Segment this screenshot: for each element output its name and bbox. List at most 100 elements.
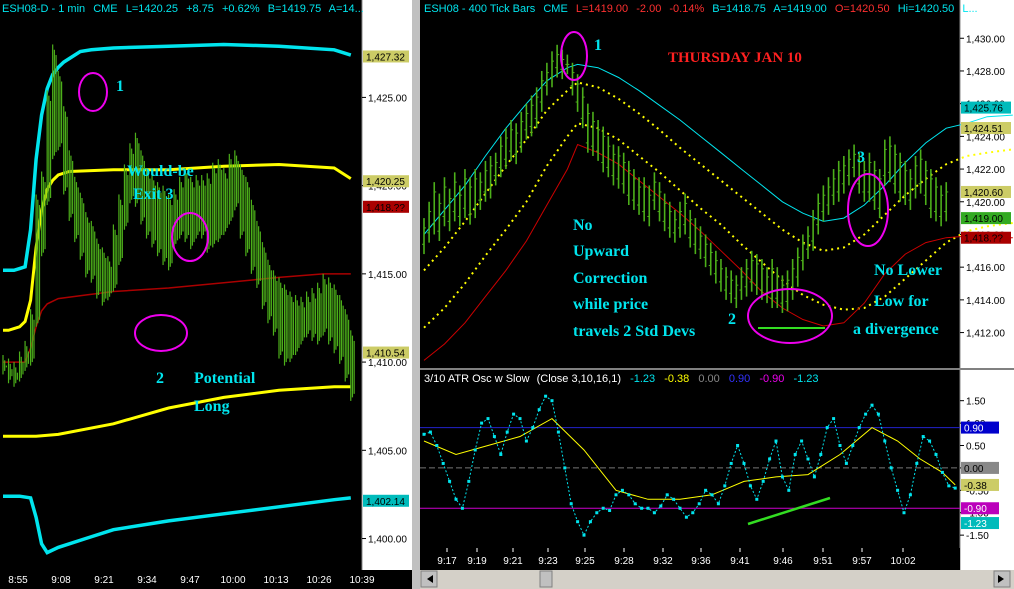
left-lower-band	[3, 494, 351, 555]
right-time-label: 9:17	[437, 556, 457, 567]
left-long: Long	[194, 398, 230, 415]
left-circle-2	[134, 314, 188, 352]
osc-point	[908, 493, 912, 497]
osc-tick-label: 0.50	[966, 442, 986, 453]
osc-point	[512, 412, 516, 416]
right-header-high: Hi=1420.50	[898, 3, 955, 15]
osc-point	[947, 484, 951, 488]
right-time-ticks: 9:17 9:19 9:21 9:23 9:25 9:28 9:32 9:36 9:41 9:46…	[437, 548, 916, 567]
oscillator-header: 3/10 ATR Osc w Slow (Close 3,10,16,1) -1…	[424, 373, 819, 385]
left-time-label: 9:34	[137, 575, 157, 586]
right-divergence: a divergence	[853, 321, 939, 338]
osc-v4: 0.90	[729, 373, 750, 385]
osc-point	[953, 486, 957, 490]
right-circle-1	[560, 31, 588, 81]
left-price-labels: 1,427.32 1,420.25 1,418.?? 1,410.54 1,402.14	[363, 50, 409, 508]
pane-divider	[420, 368, 1014, 370]
osc-point	[921, 435, 925, 439]
right-header-bid: B=1418.75	[712, 3, 766, 15]
right-tick-label: 1,414.00	[966, 296, 1005, 307]
osc-point	[723, 484, 727, 488]
right-tick-label: 1,424.00	[966, 132, 1005, 143]
right-label-2: 2	[728, 311, 736, 328]
osc-point	[755, 497, 759, 501]
right-price-badge-text: 1,425.76	[964, 104, 1003, 115]
left-header-change: +8.75	[186, 3, 214, 15]
osc-point	[806, 457, 810, 461]
osc-point	[787, 488, 791, 492]
right-price-bars	[422, 44, 949, 313]
osc-value-badge	[961, 478, 999, 491]
osc-point	[672, 497, 676, 501]
osc-point	[524, 439, 528, 443]
osc-point	[857, 426, 861, 430]
right-circle-3	[847, 173, 889, 247]
right-tick-label: 1,428.00	[966, 67, 1005, 78]
scroll-left-arrow-icon	[427, 575, 433, 583]
right-tick-label: 1,422.00	[966, 165, 1005, 176]
left-price-badge	[363, 50, 409, 63]
left-potential: Potential	[194, 370, 256, 387]
right-upward: Upward	[573, 243, 629, 260]
osc-point	[793, 452, 797, 456]
right-circle-2	[747, 288, 833, 344]
osc-point	[748, 484, 752, 488]
left-price-badge	[363, 346, 409, 359]
right-time-label: 9:28	[614, 556, 634, 567]
right-label-1: 1	[594, 37, 602, 54]
osc-v3: 0.00	[698, 373, 719, 385]
right-price-badge	[961, 122, 1011, 135]
right-header-last: L=1419.00	[576, 3, 628, 15]
osc-point	[864, 412, 868, 416]
right-day-label: THURSDAY JAN 10	[668, 50, 802, 66]
right-price-badge-text: 1,424.51	[964, 124, 1003, 135]
osc-point	[633, 502, 637, 506]
osc-point	[454, 497, 458, 501]
left-tick-label: 1,405.00	[368, 446, 407, 457]
osc-v1: -1.23	[630, 373, 655, 385]
right-price-badge	[961, 231, 1011, 244]
osc-point	[460, 506, 464, 510]
osc-point	[486, 417, 490, 421]
osc-point	[697, 502, 701, 506]
left-header-bid: B=1419.75	[268, 3, 322, 15]
left-time-label: 10:26	[306, 575, 331, 586]
osc-point	[691, 511, 695, 515]
osc-point	[576, 520, 580, 524]
left-time-label: 9:47	[180, 575, 200, 586]
left-price-axis	[362, 0, 412, 570]
left-tick-label: 1,415.00	[368, 270, 407, 281]
right-time-label: 10:02	[890, 556, 915, 567]
right-header-more: L...	[962, 3, 977, 15]
osc-point	[761, 479, 765, 483]
right-price-axis	[960, 0, 1014, 570]
osc-point	[665, 493, 669, 497]
osc-point	[819, 452, 823, 456]
right-time-label: 9:32	[653, 556, 673, 567]
scrollbar-track[interactable]	[420, 570, 1014, 589]
osc-point	[915, 461, 919, 465]
osc-point	[825, 426, 829, 430]
left-circle-exit	[171, 212, 209, 262]
right-header-pct: -0.14%	[669, 3, 704, 15]
osc-value-badge-text: -1.23	[964, 519, 987, 530]
right-tick-label: 1,420.00	[966, 198, 1005, 209]
oscillator-series	[422, 394, 957, 537]
scroll-thumb[interactable]	[539, 570, 553, 588]
right-chart: 1,430.001,428.001,426.001,424.001,422.00…	[420, 0, 1014, 589]
osc-point	[768, 457, 772, 461]
right-time-axis	[420, 548, 960, 570]
right-price-badge-text: 1,419.00	[964, 214, 1003, 225]
left-price-badge-text: 1,402.14	[366, 497, 405, 508]
left-header-ask: A=14...	[329, 3, 364, 15]
oscillator-labels: 0.90 0.00 -0.38 -0.90 -1.23	[961, 421, 999, 530]
osc-point	[838, 444, 842, 448]
osc-point	[480, 421, 484, 425]
left-price-badge	[363, 175, 409, 188]
osc-point	[940, 470, 944, 474]
osc-point	[563, 466, 567, 470]
osc-point	[704, 488, 708, 492]
left-header-pct: +0.62%	[222, 3, 260, 15]
right-low-for: Low for	[874, 293, 929, 310]
osc-point	[812, 475, 816, 479]
